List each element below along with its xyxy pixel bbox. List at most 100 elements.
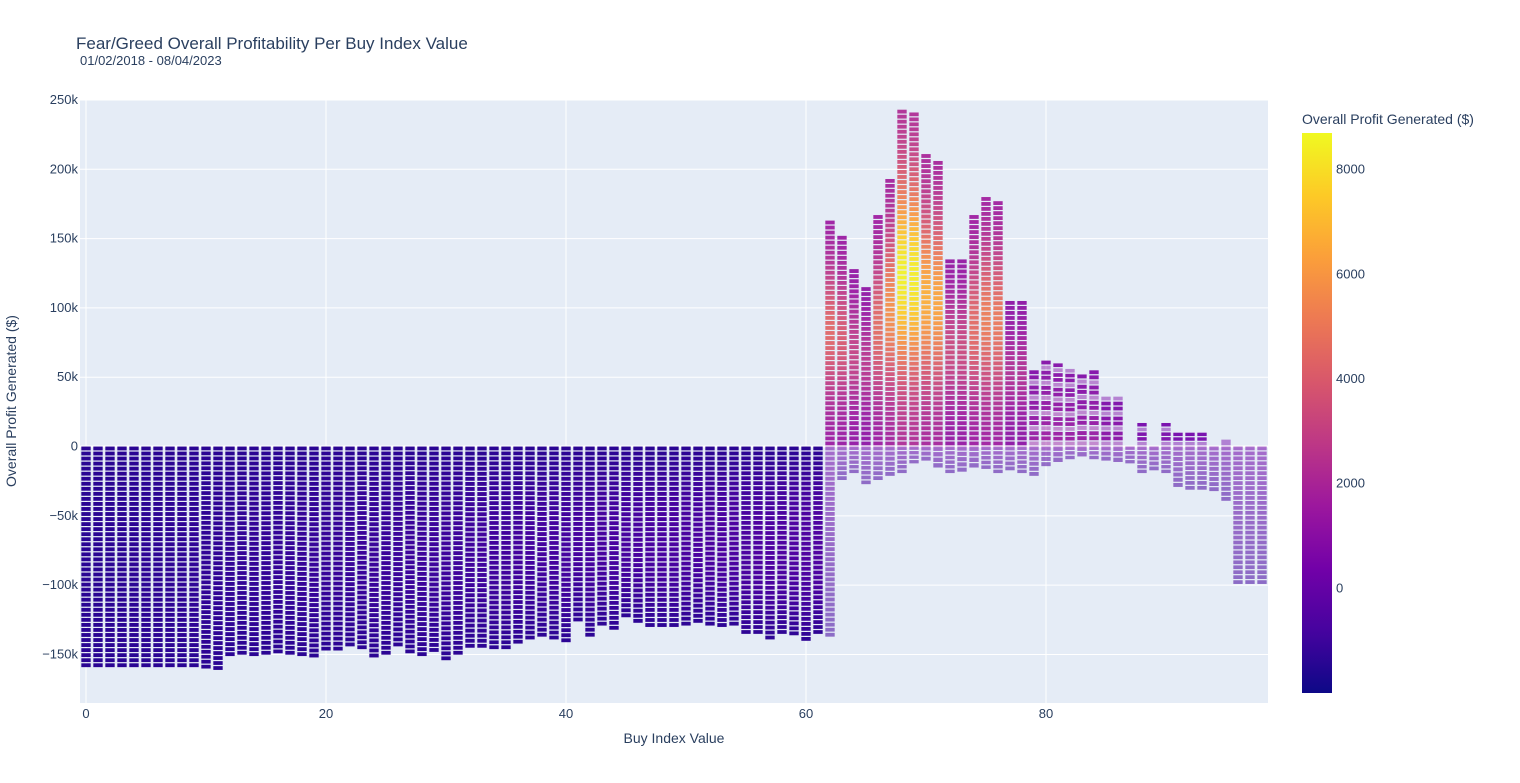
bar-segment	[285, 561, 295, 565]
bar-column	[633, 446, 643, 623]
bar-segment	[225, 461, 235, 466]
bar-segment	[393, 637, 403, 642]
bar-column	[933, 160, 943, 468]
bar-segment	[765, 595, 775, 600]
bar-segment	[93, 537, 103, 542]
bar-segment	[501, 555, 511, 560]
bar-segment	[873, 350, 883, 355]
bar-segment	[1245, 471, 1255, 476]
bar-segment	[621, 593, 631, 598]
bar-segment	[597, 566, 607, 571]
bar-segment	[1017, 306, 1027, 310]
bar-segment	[1233, 476, 1243, 481]
bar-segment	[357, 446, 367, 451]
bar-segment	[861, 421, 871, 426]
bar-segment	[285, 501, 295, 506]
bar-segment	[417, 607, 427, 611]
bar-segment	[609, 521, 619, 526]
bar-segment	[165, 547, 175, 552]
bar-segment	[357, 555, 367, 560]
bar-segment	[237, 630, 247, 635]
bar-segment	[153, 446, 163, 451]
bar-segment	[117, 638, 127, 642]
bar-segment	[141, 456, 151, 461]
bar-segment	[681, 446, 691, 451]
bar-segment	[501, 456, 511, 461]
bar-segment	[1173, 467, 1183, 472]
bar-segment	[1005, 371, 1015, 376]
bar-segment	[825, 341, 835, 345]
bar-segment	[921, 164, 931, 168]
bar-segment	[1113, 441, 1123, 446]
bar-segment	[477, 598, 487, 603]
bar-segment	[189, 587, 199, 592]
bar-segment	[117, 617, 127, 622]
bar-segment	[861, 322, 871, 326]
bar-segment	[405, 471, 415, 476]
bar-segment	[1233, 461, 1243, 466]
bar-segment	[1113, 411, 1123, 416]
bar-segment	[537, 592, 547, 597]
bar-segment	[405, 510, 415, 515]
bar-segment	[729, 606, 739, 611]
bar-segment	[369, 653, 379, 658]
bar-segment	[201, 451, 211, 456]
bar-segment	[429, 451, 439, 456]
bar-segment	[141, 512, 151, 516]
bar-segment	[369, 522, 379, 527]
bar-segment	[981, 391, 991, 396]
bar-segment	[93, 628, 103, 632]
bar-segment	[981, 231, 991, 236]
colorbar-tick-label: 8000	[1336, 162, 1365, 177]
bar-segment	[105, 587, 115, 592]
bar-segment	[789, 456, 799, 461]
bar-segment	[609, 576, 619, 580]
bar-segment	[933, 426, 943, 431]
bar-segment	[333, 621, 343, 626]
bar-segment	[309, 547, 319, 552]
bar-segment	[141, 522, 151, 527]
bar-segment	[597, 551, 607, 556]
bar-segment	[381, 601, 391, 605]
bar-segment	[753, 466, 763, 471]
bar-segment	[573, 577, 583, 582]
bar-segment	[93, 658, 103, 663]
bar-segment	[669, 587, 679, 592]
bar-segment	[261, 466, 271, 471]
bar-segment	[573, 562, 583, 567]
bar-segment	[1101, 426, 1111, 431]
bar-segment	[261, 486, 271, 491]
bar-segment	[177, 617, 187, 622]
bar-segment	[957, 299, 967, 304]
bar-segment	[609, 586, 619, 590]
bar-segment	[297, 612, 307, 616]
bar-segment	[657, 522, 667, 527]
bar-segment	[93, 562, 103, 567]
bar-segment	[237, 506, 247, 511]
bar-segment	[345, 637, 355, 642]
bar-segment	[225, 587, 235, 591]
bar-segment	[321, 461, 331, 466]
bar-segment	[837, 376, 847, 381]
bar-segment	[549, 486, 559, 491]
bar-segment	[753, 486, 763, 491]
bar-segment	[705, 461, 715, 466]
bar-segment	[117, 557, 127, 562]
bar-segment	[345, 607, 355, 612]
bar-segment	[309, 451, 319, 456]
bar-segment	[357, 625, 367, 630]
bar-segment	[261, 571, 271, 575]
bar-segment	[693, 476, 703, 481]
bar-segment	[909, 376, 919, 381]
bar-segment	[933, 251, 943, 255]
bar-segment	[981, 371, 991, 376]
bar-segment	[861, 386, 871, 391]
bar-segment	[609, 471, 619, 476]
bar-segment	[357, 580, 367, 585]
bar-segment	[957, 320, 967, 324]
bar-segment	[849, 365, 859, 370]
bar-segment	[213, 656, 223, 660]
bar-segment	[789, 596, 799, 601]
bar-segment	[441, 491, 451, 496]
bar-segment	[141, 496, 151, 501]
